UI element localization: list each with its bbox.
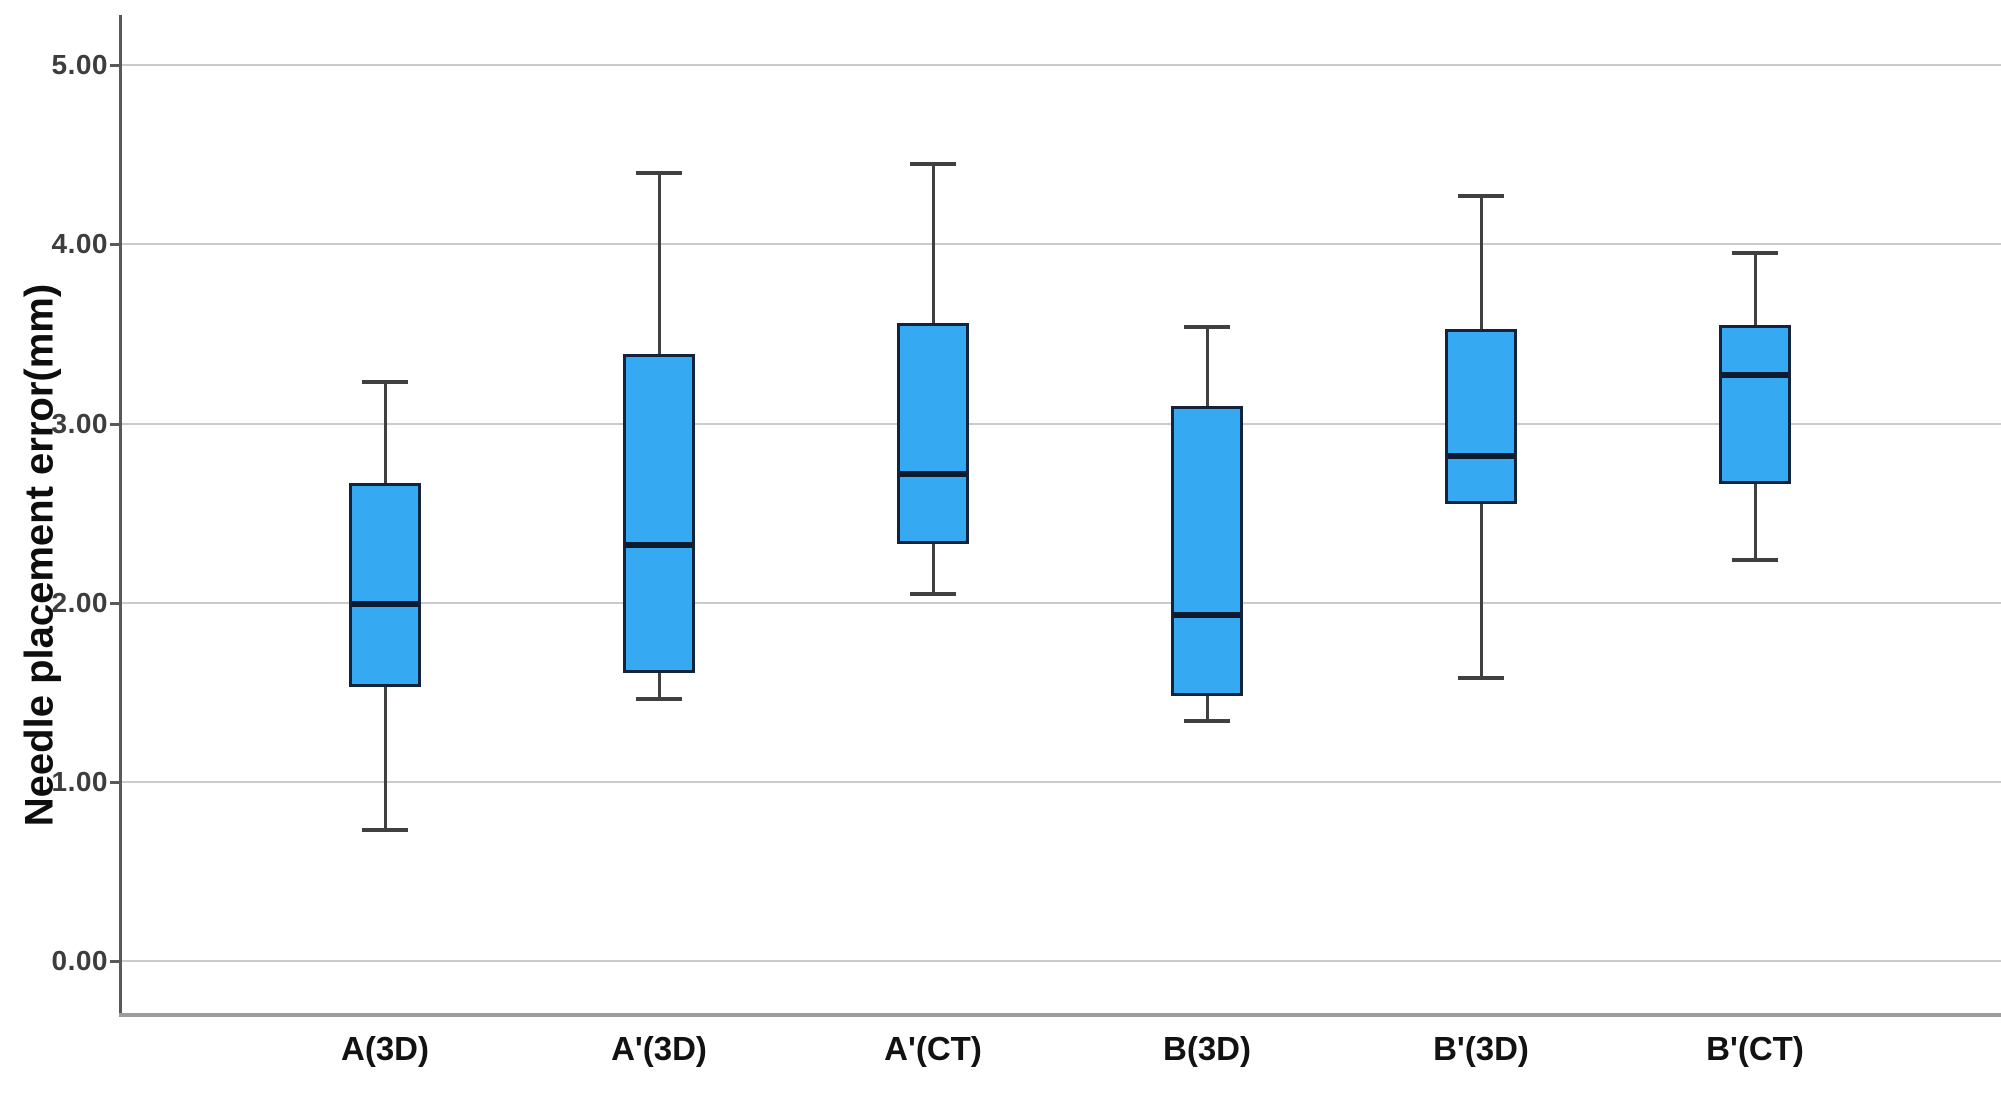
whisker-cap-bottom — [1732, 557, 1778, 562]
x-category-label: B(3D) — [1163, 1030, 1251, 1067]
median-line — [1448, 452, 1514, 459]
gridline — [122, 243, 2001, 246]
y-tick-mark — [110, 243, 122, 247]
whisker-cap-top — [1184, 324, 1230, 329]
y-tick-mark — [110, 780, 122, 784]
whisker-cap-bottom — [362, 828, 408, 833]
gridline — [122, 601, 2001, 604]
whisker-cap-top — [1458, 193, 1504, 198]
box — [349, 482, 421, 687]
median-line — [352, 601, 418, 608]
y-axis-line — [119, 15, 122, 1013]
y-tick-label: 4.00 — [51, 228, 108, 260]
median-line — [900, 470, 966, 477]
box — [897, 323, 969, 544]
whisker-cap-top — [1732, 251, 1778, 256]
whisker-cap-top — [910, 161, 956, 166]
whisker-cap-bottom — [1458, 675, 1504, 680]
y-tick-mark — [110, 422, 122, 426]
whisker-cap-top — [636, 170, 682, 175]
whisker-cap-bottom — [910, 591, 956, 596]
y-tick-label: 0.00 — [51, 945, 108, 977]
y-tick-label: 5.00 — [51, 49, 108, 81]
gridline — [122, 960, 2001, 963]
median-line — [626, 542, 692, 549]
box — [623, 353, 695, 673]
box — [1719, 324, 1791, 485]
y-tick-label: 3.00 — [51, 407, 108, 439]
x-category-label: B'(3D) — [1433, 1030, 1529, 1067]
y-tick-mark — [110, 64, 122, 68]
x-axis-line — [119, 1013, 2001, 1017]
whisker-cap-top — [362, 380, 408, 385]
whisker-cap-bottom — [636, 697, 682, 702]
x-category-label: B'(CT) — [1706, 1030, 1804, 1067]
box — [1171, 405, 1243, 696]
gridline — [122, 422, 2001, 425]
gridline — [122, 780, 2001, 783]
y-tick-mark — [110, 960, 122, 964]
x-category-label: A'(CT) — [884, 1030, 982, 1067]
y-tick-label: 2.00 — [51, 586, 108, 618]
whisker-cap-bottom — [1184, 718, 1230, 723]
median-line — [1722, 372, 1788, 379]
median-line — [1174, 612, 1240, 619]
gridline — [122, 64, 2001, 67]
x-category-label: A(3D) — [341, 1030, 429, 1067]
x-category-label: A'(3D) — [611, 1030, 707, 1067]
box — [1445, 328, 1517, 505]
y-tick-label: 1.00 — [51, 765, 108, 797]
y-tick-mark — [110, 601, 122, 605]
